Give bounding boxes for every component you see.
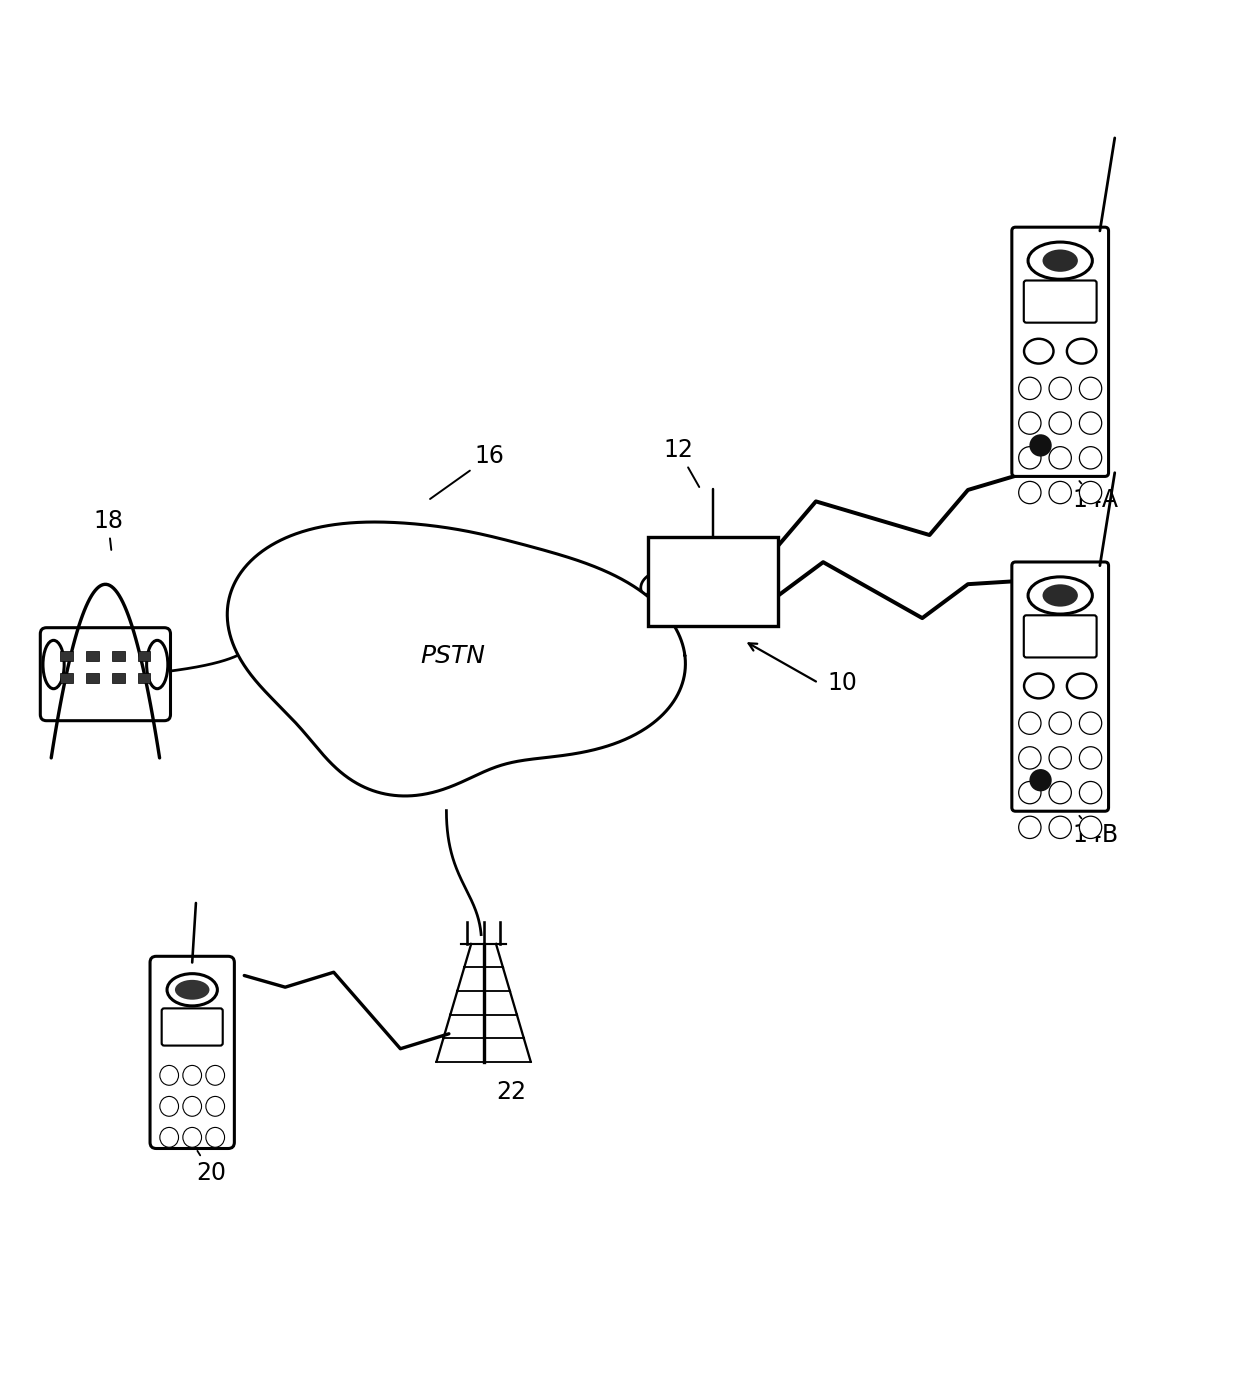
Ellipse shape xyxy=(146,640,167,689)
Ellipse shape xyxy=(1049,781,1071,804)
Ellipse shape xyxy=(1028,242,1092,280)
Polygon shape xyxy=(227,521,686,795)
Bar xyxy=(61,674,73,684)
Ellipse shape xyxy=(1079,747,1101,769)
FancyBboxPatch shape xyxy=(41,628,171,721)
Ellipse shape xyxy=(182,1096,202,1116)
Ellipse shape xyxy=(1043,584,1078,607)
Ellipse shape xyxy=(1029,769,1052,791)
Text: 22: 22 xyxy=(496,1079,526,1104)
Ellipse shape xyxy=(1049,712,1071,734)
Ellipse shape xyxy=(206,1127,224,1148)
FancyBboxPatch shape xyxy=(161,1008,223,1046)
Ellipse shape xyxy=(1066,338,1096,363)
Bar xyxy=(112,650,124,661)
Ellipse shape xyxy=(182,1127,202,1148)
Ellipse shape xyxy=(1079,446,1101,468)
Ellipse shape xyxy=(1049,446,1071,468)
Ellipse shape xyxy=(1079,816,1101,839)
FancyBboxPatch shape xyxy=(150,956,234,1149)
Ellipse shape xyxy=(1024,674,1054,699)
Ellipse shape xyxy=(1049,747,1071,769)
Ellipse shape xyxy=(1079,377,1101,400)
FancyBboxPatch shape xyxy=(1012,562,1109,811)
Bar xyxy=(647,537,779,626)
Ellipse shape xyxy=(206,1065,224,1085)
Text: 20: 20 xyxy=(196,1151,226,1184)
Ellipse shape xyxy=(1029,435,1052,457)
Ellipse shape xyxy=(1079,781,1101,804)
Bar xyxy=(61,650,73,661)
Ellipse shape xyxy=(1049,816,1071,839)
Ellipse shape xyxy=(1079,712,1101,734)
FancyBboxPatch shape xyxy=(1024,281,1096,323)
Ellipse shape xyxy=(1019,377,1042,400)
Ellipse shape xyxy=(1019,816,1042,839)
Text: PSTN: PSTN xyxy=(420,643,485,668)
Ellipse shape xyxy=(175,980,210,1000)
Ellipse shape xyxy=(160,1127,179,1148)
Text: 18: 18 xyxy=(93,509,123,549)
Ellipse shape xyxy=(1043,249,1078,271)
Text: 14B: 14B xyxy=(1073,816,1118,847)
FancyBboxPatch shape xyxy=(1012,228,1109,477)
Ellipse shape xyxy=(1019,481,1042,503)
FancyBboxPatch shape xyxy=(1024,615,1096,657)
Ellipse shape xyxy=(167,973,217,1007)
Text: 14A: 14A xyxy=(1073,481,1118,513)
Ellipse shape xyxy=(1019,712,1042,734)
Ellipse shape xyxy=(1079,412,1101,435)
Ellipse shape xyxy=(160,1096,179,1116)
Ellipse shape xyxy=(1049,377,1071,400)
Ellipse shape xyxy=(1019,446,1042,468)
Ellipse shape xyxy=(1049,412,1071,435)
Ellipse shape xyxy=(43,640,64,689)
Text: 12: 12 xyxy=(663,438,699,487)
Ellipse shape xyxy=(206,1096,224,1116)
Ellipse shape xyxy=(1019,412,1042,435)
Ellipse shape xyxy=(1049,481,1071,503)
Ellipse shape xyxy=(1066,674,1096,699)
Ellipse shape xyxy=(1024,338,1054,363)
Bar xyxy=(87,674,99,684)
Bar xyxy=(87,650,99,661)
Bar xyxy=(138,674,150,684)
Text: 10: 10 xyxy=(827,671,857,695)
Text: 16: 16 xyxy=(430,445,505,499)
Ellipse shape xyxy=(1079,481,1101,503)
Bar xyxy=(138,650,150,661)
Ellipse shape xyxy=(1019,781,1042,804)
Ellipse shape xyxy=(1019,747,1042,769)
Ellipse shape xyxy=(160,1065,179,1085)
Ellipse shape xyxy=(1028,577,1092,614)
Bar xyxy=(112,674,124,684)
Ellipse shape xyxy=(182,1065,202,1085)
